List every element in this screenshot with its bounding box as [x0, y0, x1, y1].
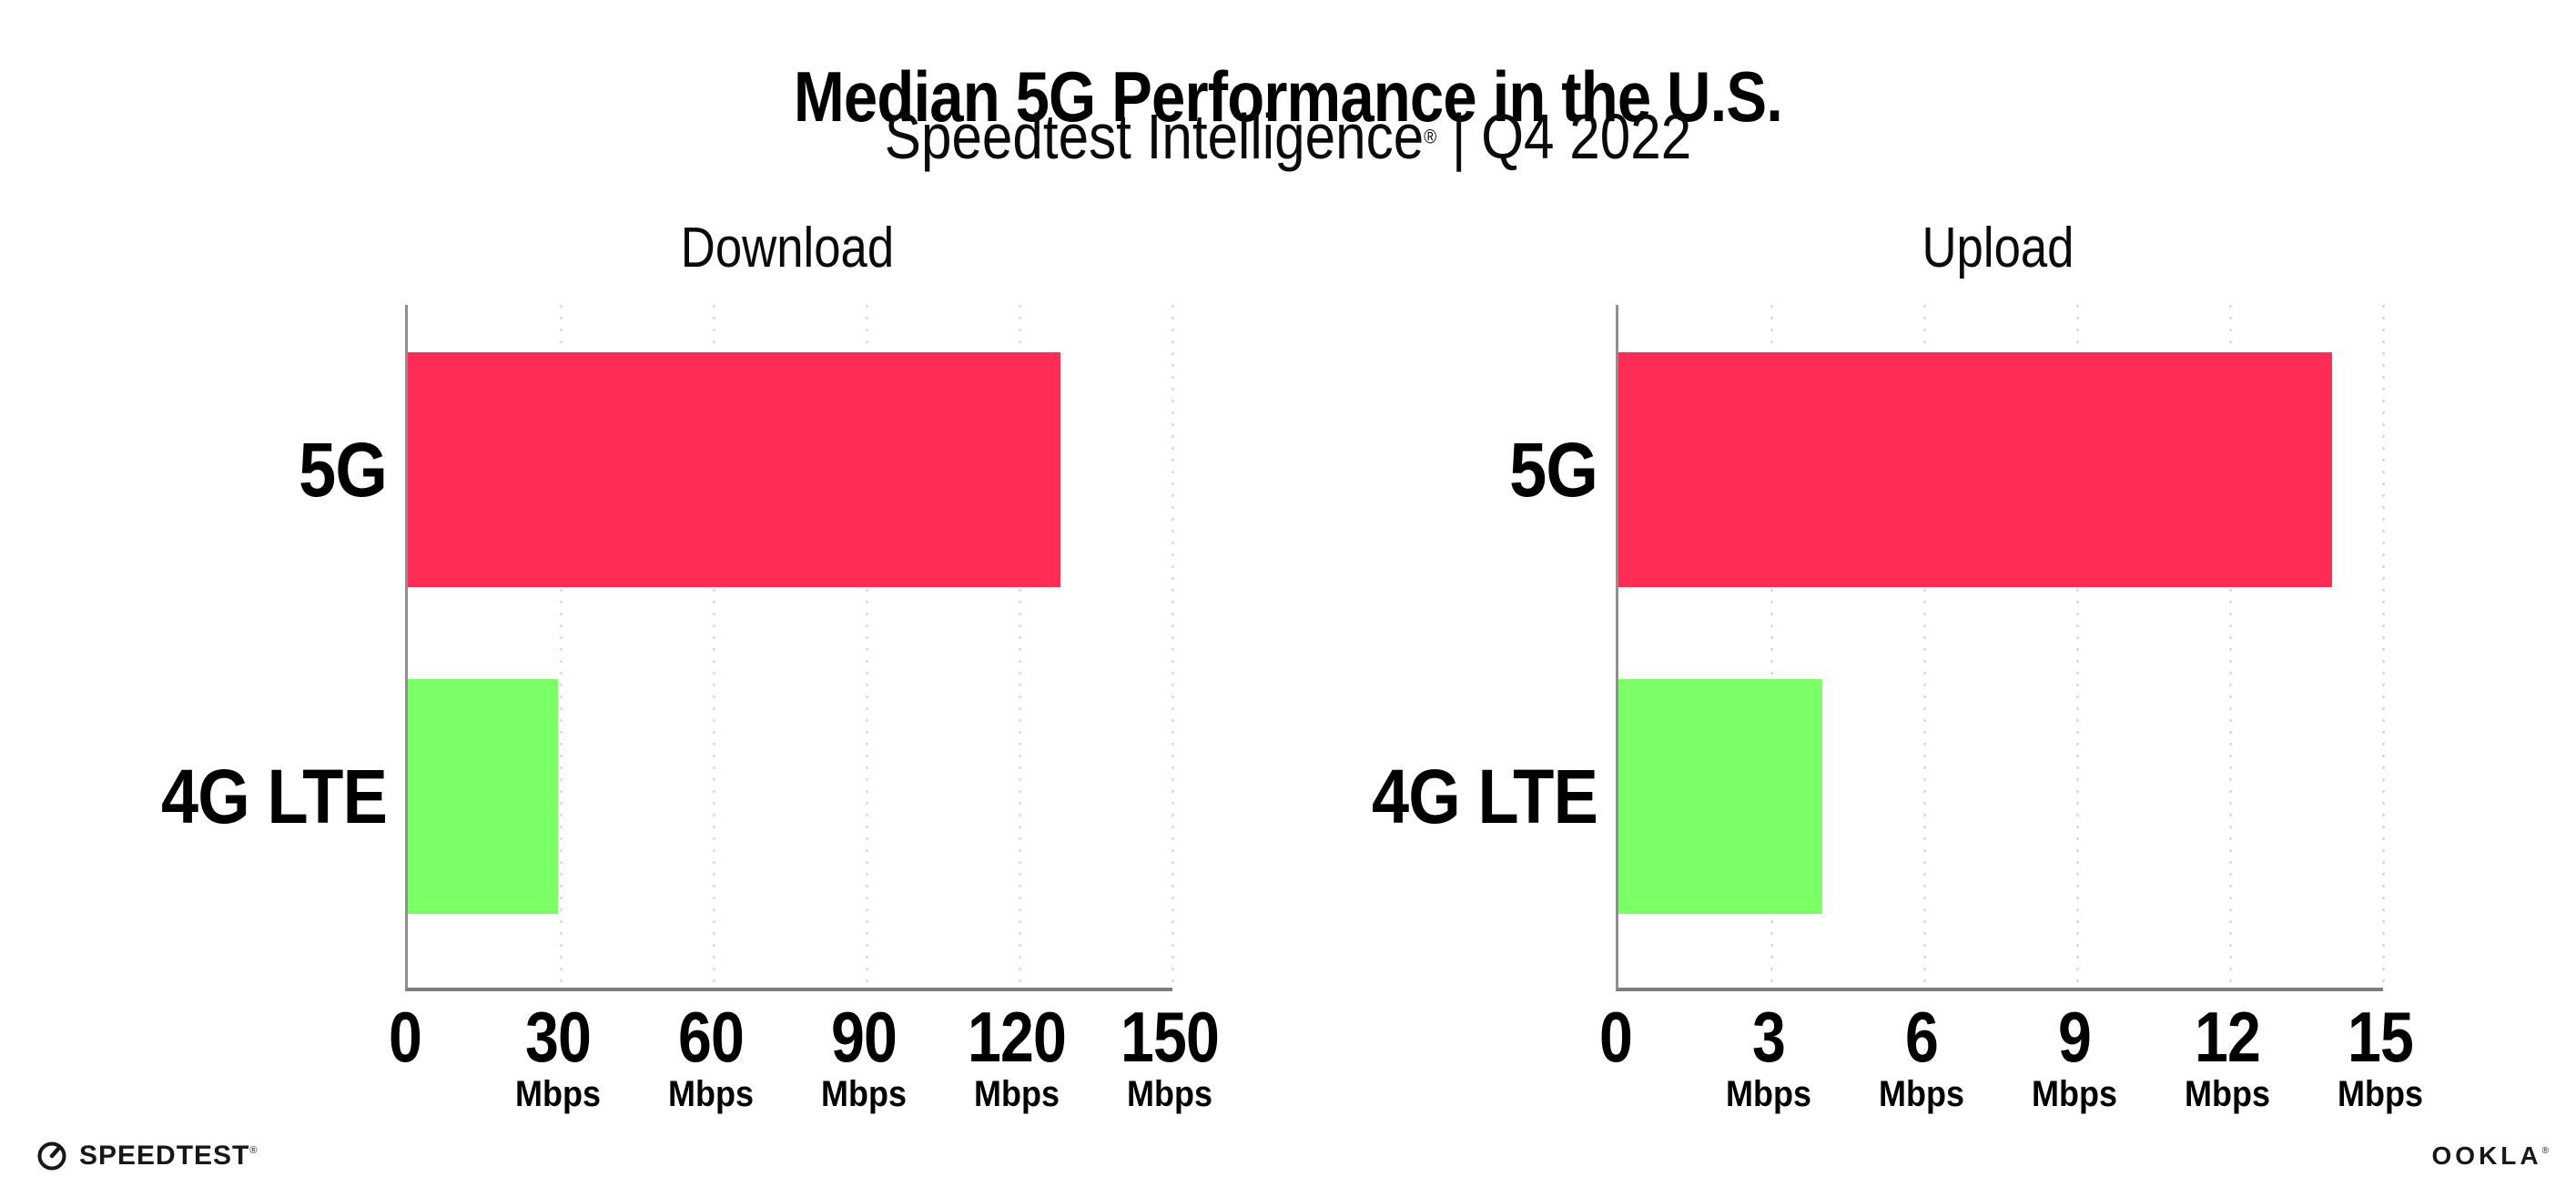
download-tick-label-60: 60 — [677, 997, 745, 1077]
download-tick-unit-90: Mbps — [821, 1074, 907, 1114]
download-tick-label-150: 150 — [1120, 997, 1220, 1077]
ookla-wordmark-text: OOKLA — [2431, 1141, 2542, 1170]
gridline-120-mbps — [1018, 305, 1021, 988]
upload-tick-unit-3: Mbps — [1726, 1074, 1811, 1114]
upload-plot-area — [1616, 305, 2385, 991]
page-subtitle: Speedtest Intelligence® | Q4 2022 — [180, 102, 2396, 172]
upload-chart-title: Upload — [1922, 217, 2074, 279]
upload-tick-label-0: 0 — [1598, 997, 1633, 1077]
upload-tick-label-6: 6 — [1904, 997, 1939, 1077]
download-plot-area — [405, 305, 1174, 991]
ookla-logo: OOKLA® — [2432, 1143, 2549, 1169]
registered-mark-icon: ® — [2541, 1146, 2549, 1156]
download-tick-unit-60: Mbps — [668, 1074, 754, 1114]
gridline-15-mbps — [2381, 305, 2385, 988]
download-tick-unit-150: Mbps — [1127, 1074, 1212, 1114]
upload-tick-unit-12: Mbps — [2185, 1074, 2270, 1114]
upload-bar-4g-lte — [1618, 679, 1822, 914]
download-tick-label-0: 0 — [388, 997, 422, 1077]
gridline-12-mbps — [2228, 305, 2232, 988]
download-bar-4g-lte — [408, 679, 559, 914]
registered-mark-icon: ® — [249, 1144, 259, 1156]
gridline-60-mbps — [712, 305, 715, 988]
upload-tick-label-15: 15 — [2347, 997, 2414, 1077]
speedtest-logo: SPEEDTEST® — [36, 1138, 258, 1174]
subtitle-period: | Q4 2022 — [1436, 101, 1692, 172]
upload-tick-unit-15: Mbps — [2338, 1074, 2423, 1114]
speedtest-wordmark: SPEEDTEST® — [79, 1142, 258, 1170]
upload-tick-label-3: 3 — [1751, 997, 1786, 1077]
download-tick-label-30: 30 — [524, 997, 592, 1077]
gridline-6-mbps — [1922, 305, 1926, 988]
gridline-150-mbps — [1171, 305, 1174, 988]
upload-bar-5g — [1618, 352, 2332, 587]
download-tick-unit-120: Mbps — [974, 1074, 1060, 1114]
upload-tick-unit-6: Mbps — [1879, 1074, 1964, 1114]
download-tick-label-90: 90 — [830, 997, 898, 1077]
upload-category-label-5g: 5G — [1509, 426, 1598, 512]
speedtest-wordmark-text: SPEEDTEST — [79, 1141, 250, 1171]
download-tick-unit-30: Mbps — [515, 1074, 601, 1114]
upload-tick-label-12: 12 — [2194, 997, 2261, 1077]
gridline-90-mbps — [865, 305, 868, 988]
download-category-label-5g: 5G — [299, 426, 388, 512]
upload-tick-unit-9: Mbps — [2032, 1074, 2117, 1114]
download-chart-title: Download — [680, 217, 895, 279]
download-bar-5g — [408, 352, 1060, 587]
gridline-9-mbps — [2075, 305, 2079, 988]
upload-tick-label-9: 9 — [2057, 997, 2092, 1077]
download-tick-label-120: 120 — [967, 997, 1067, 1077]
gridline-3-mbps — [1770, 305, 1773, 988]
speedometer-gauge-icon — [36, 1141, 67, 1172]
download-category-label-4g-lte: 4G LTE — [161, 753, 388, 839]
registered-mark-icon: ® — [1424, 125, 1437, 148]
upload-category-label-4g-lte: 4G LTE — [1372, 753, 1598, 839]
gridline-30-mbps — [559, 305, 563, 988]
page-title: Median 5G Performance in the U.S. — [793, 56, 1783, 137]
subtitle-brand: Speedtest Intelligence — [884, 101, 1425, 172]
